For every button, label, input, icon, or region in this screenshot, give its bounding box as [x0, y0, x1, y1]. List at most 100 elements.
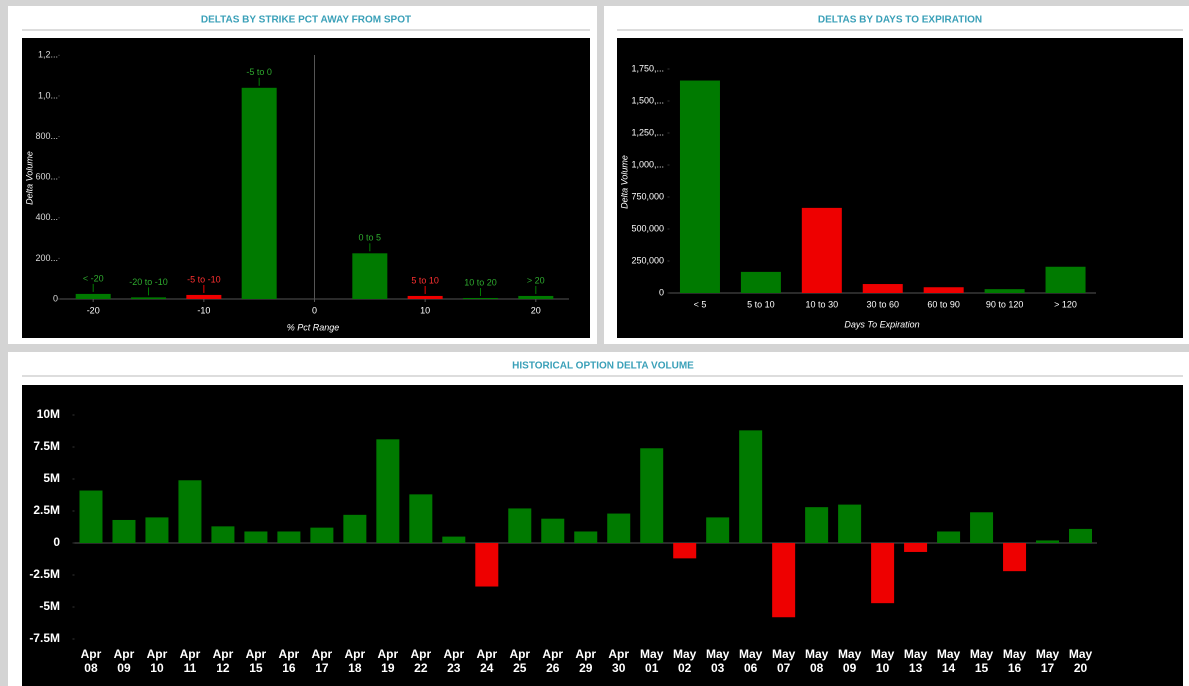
- x-tick-label: May 07: [771, 647, 796, 675]
- bar: [131, 297, 167, 299]
- bar: [112, 519, 136, 543]
- bar: [376, 439, 400, 543]
- bar: [706, 517, 730, 543]
- y-tick-label: 7.5M: [33, 439, 60, 453]
- bar: [574, 531, 598, 543]
- bar: [145, 517, 169, 543]
- bar: [673, 543, 697, 559]
- x-tick-label: May 08: [804, 647, 829, 675]
- x-tick-label: Apr 23: [443, 647, 465, 675]
- x-tick-label: Apr 09: [113, 647, 135, 675]
- bar: [640, 448, 664, 543]
- y-tick-label: 1,250,...: [631, 127, 664, 137]
- data-label: -20 to -10: [129, 277, 168, 287]
- y-tick-label: 2.5M: [33, 503, 60, 517]
- y-axis-label: Delta Volume: [24, 151, 34, 205]
- x-tick-label: Apr 22: [410, 647, 432, 675]
- data-label: 5 to 10: [411, 275, 439, 285]
- data-label: -5 to -10: [187, 274, 221, 284]
- bar: [1069, 528, 1093, 543]
- y-tick-label: 0: [659, 287, 664, 297]
- y-tick-label: 250,000: [631, 255, 664, 265]
- x-tick-label: 10 to 30: [806, 299, 839, 309]
- y-tick-label: 1,000,...: [631, 159, 664, 169]
- x-tick-label: 20: [531, 305, 541, 315]
- x-tick-label: Apr 25: [509, 647, 531, 675]
- y-tick-label: 10M: [37, 407, 60, 421]
- bar: [862, 284, 903, 293]
- y-tick-label: 5M: [43, 471, 60, 485]
- x-tick-label: Apr 29: [575, 647, 597, 675]
- data-label: < -20: [83, 273, 104, 283]
- x-tick-label: Apr 18: [344, 647, 366, 675]
- bar: [244, 531, 268, 543]
- bar: [462, 297, 498, 299]
- x-tick-label: May 03: [706, 647, 730, 675]
- x-tick-label: -20: [87, 305, 100, 315]
- bar: [277, 531, 301, 543]
- y-tick-label: 800...: [35, 131, 58, 141]
- x-tick-label: 0: [312, 305, 317, 315]
- bar: [343, 514, 367, 543]
- y-tick-label: 0: [53, 293, 58, 303]
- bar: [904, 543, 928, 552]
- y-axis-label: Delta Volume: [619, 155, 629, 209]
- x-tick-label: May 02: [673, 647, 697, 675]
- x-tick-label: Apr 16: [278, 647, 300, 675]
- x-tick-label: > 120: [1054, 299, 1077, 309]
- plot-area: [22, 38, 590, 338]
- y-tick-label: 600...: [35, 172, 58, 182]
- x-tick-label: May 16: [1002, 647, 1027, 675]
- x-tick-label: Apr 08: [80, 647, 102, 675]
- data-label: 0 to 5: [359, 233, 382, 243]
- bar: [508, 508, 532, 543]
- y-tick-label: 1,2...: [38, 50, 58, 60]
- y-tick-label: 1,0...: [38, 90, 58, 100]
- y-tick-label: 200...: [35, 253, 58, 263]
- x-tick-label: 10: [420, 305, 430, 315]
- x-tick-label: May 01: [640, 647, 664, 675]
- bar: [801, 207, 842, 293]
- y-tick-label: -5M: [39, 599, 60, 613]
- bar: [186, 294, 222, 299]
- data-label: 10 to 20: [464, 277, 497, 287]
- bar: [740, 271, 781, 293]
- chart-title: HISTORICAL OPTION DELTA VOLUME: [512, 361, 694, 372]
- bar: [475, 543, 499, 587]
- bar: [541, 518, 565, 543]
- x-tick-label: Apr 12: [212, 647, 234, 675]
- x-tick-label: Apr 15: [245, 647, 267, 675]
- bar: [75, 293, 111, 299]
- bar: [923, 287, 964, 293]
- bar: [241, 87, 277, 299]
- bar: [871, 543, 895, 604]
- data-label: -5 to 0: [246, 67, 272, 77]
- chart-title: DELTAS BY DAYS TO EXPIRATION: [818, 15, 982, 26]
- bar: [211, 526, 235, 543]
- bar: [607, 513, 631, 543]
- x-tick-label: Apr 17: [311, 647, 333, 675]
- x-tick-label: 90 to 120: [986, 299, 1024, 309]
- data-label: > 20: [527, 275, 545, 285]
- bar: [1036, 540, 1060, 543]
- bar: [407, 295, 443, 299]
- y-tick-label: 1,750,...: [631, 63, 664, 73]
- x-tick-label: < 5: [694, 299, 707, 309]
- bar: [838, 504, 862, 543]
- y-tick-label: -2.5M: [29, 567, 60, 581]
- bar: [1003, 543, 1027, 572]
- bar: [772, 543, 796, 618]
- x-tick-label: May 20: [1068, 647, 1093, 675]
- x-tick-label: May 14: [936, 647, 961, 675]
- bar: [442, 536, 466, 543]
- bar: [679, 80, 720, 294]
- x-tick-label: May 06: [738, 647, 763, 675]
- x-tick-label: 30 to 60: [866, 299, 899, 309]
- bar: [970, 512, 994, 543]
- x-tick-label: Apr 10: [146, 647, 168, 675]
- bar: [409, 494, 433, 543]
- x-tick-label: May 13: [903, 647, 928, 675]
- bar: [1045, 266, 1086, 293]
